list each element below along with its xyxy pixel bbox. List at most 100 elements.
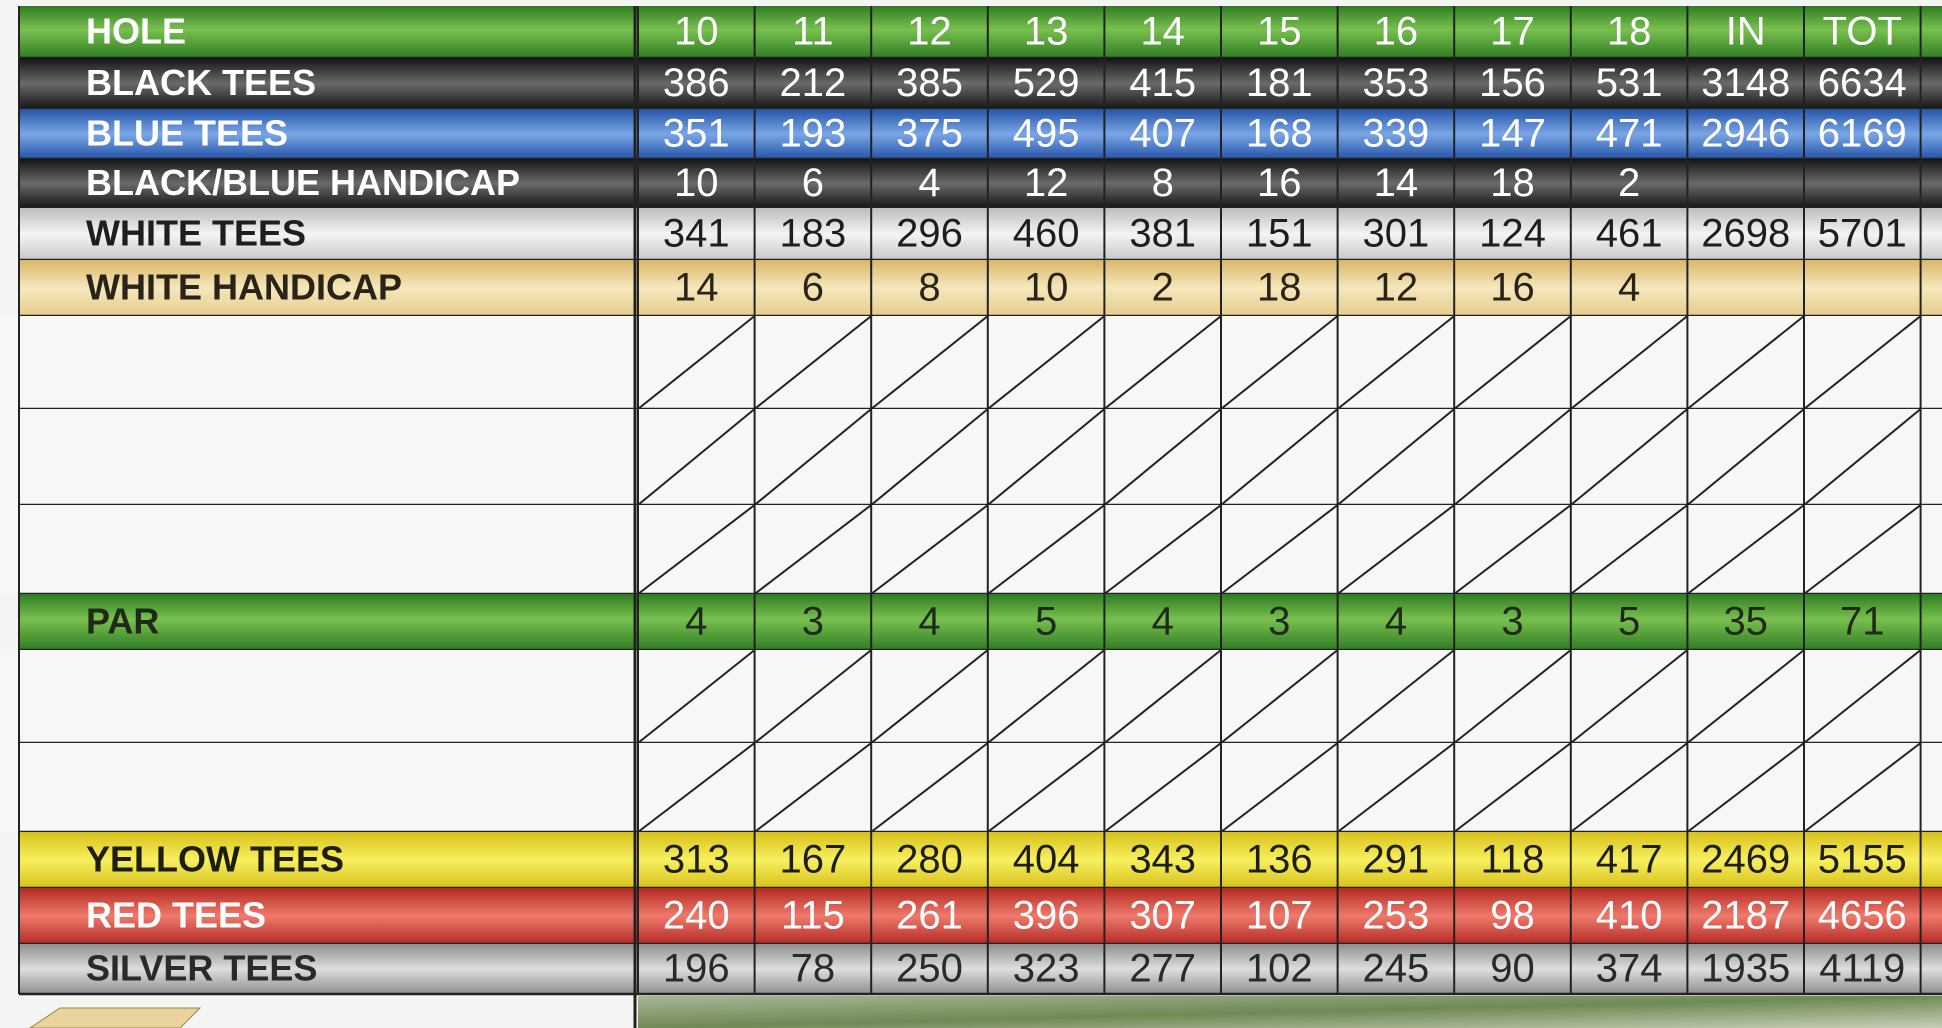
cell-value: 10	[674, 10, 719, 54]
cell-value: 261	[896, 894, 963, 938]
cell-value: 4656	[1818, 894, 1907, 938]
cell-value: 98	[1490, 894, 1535, 938]
cell-value: 3	[1268, 600, 1290, 644]
cell-diagonal	[753, 504, 872, 595]
score-row	[0, 505, 1942, 594]
cell-value: 404	[1013, 838, 1080, 882]
cell-diagonal	[1220, 649, 1339, 744]
cell-value: 5	[1618, 600, 1640, 644]
row-label: BLUE TEES	[86, 113, 288, 154]
cell-diagonal	[1686, 742, 1805, 833]
cell-value: 407	[1129, 112, 1196, 156]
cell-value: 136	[1246, 838, 1313, 882]
cell-diagonal	[753, 315, 872, 410]
cell-diagonal	[1103, 408, 1222, 506]
cell-value: 2	[1152, 266, 1174, 310]
cell-value: 353	[1363, 61, 1430, 105]
cell-diagonal	[753, 408, 872, 506]
cell-diagonal	[1336, 408, 1455, 506]
cell-value: 71	[1840, 600, 1885, 644]
cell-value: 296	[896, 212, 963, 256]
row-label: SILVER TEES	[86, 948, 317, 989]
cell-diagonal	[1686, 649, 1805, 744]
cell-diagonal	[870, 315, 989, 410]
cell-value: 196	[663, 947, 730, 991]
cell-value: 495	[1013, 112, 1080, 156]
cell-value: 102	[1246, 947, 1313, 991]
cell-value: 396	[1013, 894, 1080, 938]
cell-diagonal	[1803, 504, 1922, 595]
row-label: PAR	[86, 601, 159, 642]
cell-value: 118	[1481, 838, 1545, 882]
cell-value: 245	[1363, 947, 1430, 991]
cell-value: 374	[1596, 947, 1663, 991]
cell-diagonal	[1103, 315, 1222, 410]
bottom-shape	[29, 1007, 202, 1028]
cell-diagonal	[637, 408, 756, 506]
cell-diagonal	[1803, 649, 1922, 744]
cell-value: 4	[1152, 600, 1174, 644]
cell-diagonal	[1803, 742, 1922, 833]
cell-value: 17	[1490, 10, 1535, 54]
cell-diagonal	[753, 649, 872, 744]
cell-diagonal	[1686, 504, 1805, 595]
row-label: BLACK/BLUE HANDICAP	[86, 162, 520, 203]
cell-diagonal	[1220, 742, 1339, 833]
row-label: BLACK TEES	[86, 62, 316, 103]
cell-diagonal	[1336, 742, 1455, 833]
cell-diagonal	[1570, 408, 1689, 506]
cell-value: 5701	[1818, 212, 1907, 256]
cell-value: 3	[802, 600, 824, 644]
cell-value: 183	[780, 212, 847, 256]
cell-diagonal	[1803, 408, 1922, 506]
score-row	[0, 409, 1942, 505]
cell-value: 2187	[1701, 894, 1790, 938]
cell-value: 193	[780, 112, 847, 156]
cell-value: 167	[780, 838, 847, 882]
cell-diagonal	[1220, 315, 1339, 410]
row-label: RED TEES	[86, 895, 266, 936]
cell-value: 313	[663, 838, 730, 882]
cell-diagonal	[1103, 649, 1222, 744]
cell-value: 151	[1246, 212, 1313, 256]
cell-value: 90	[1490, 947, 1535, 991]
row-band	[19, 58, 1942, 109]
cell-diagonal	[987, 315, 1106, 410]
cell-diagonal	[987, 742, 1106, 833]
cell-value: 35	[1723, 600, 1768, 644]
row-band	[19, 888, 1942, 944]
cell-diagonal	[753, 742, 872, 833]
cell-diagonal	[1453, 649, 1572, 744]
cell-value: 12	[1374, 266, 1419, 310]
cell-diagonal	[1570, 742, 1689, 833]
row-label: WHITE HANDICAP	[86, 267, 402, 308]
cell-diagonal	[1220, 408, 1339, 506]
cell-value: 4	[1385, 600, 1407, 644]
cell-value: 339	[1363, 112, 1430, 156]
cell-value: 107	[1246, 894, 1313, 938]
cell-value: 78	[791, 947, 836, 991]
row-band	[19, 208, 1942, 260]
cell-value: 124	[1479, 212, 1546, 256]
cell-value: 385	[896, 61, 963, 105]
cell-diagonal	[1103, 504, 1222, 595]
cell-diagonal	[1803, 315, 1922, 410]
cell-value: 253	[1363, 894, 1430, 938]
cell-value: 18	[1490, 161, 1535, 205]
photo-strip	[638, 996, 1942, 1028]
cell-value: 351	[663, 112, 730, 156]
cell-diagonal	[1336, 504, 1455, 595]
cell-diagonal	[987, 408, 1106, 506]
cell-value: 16	[1490, 266, 1535, 310]
cell-value: 15	[1257, 10, 1302, 54]
cell-value: TOT	[1823, 10, 1902, 54]
cell-diagonal	[1570, 649, 1689, 744]
cell-diagonal	[637, 742, 756, 833]
cell-value: 291	[1363, 838, 1430, 882]
cell-value: 277	[1129, 947, 1196, 991]
row-band	[19, 594, 1942, 650]
row-band	[19, 159, 1942, 208]
cell-value: 280	[896, 838, 963, 882]
